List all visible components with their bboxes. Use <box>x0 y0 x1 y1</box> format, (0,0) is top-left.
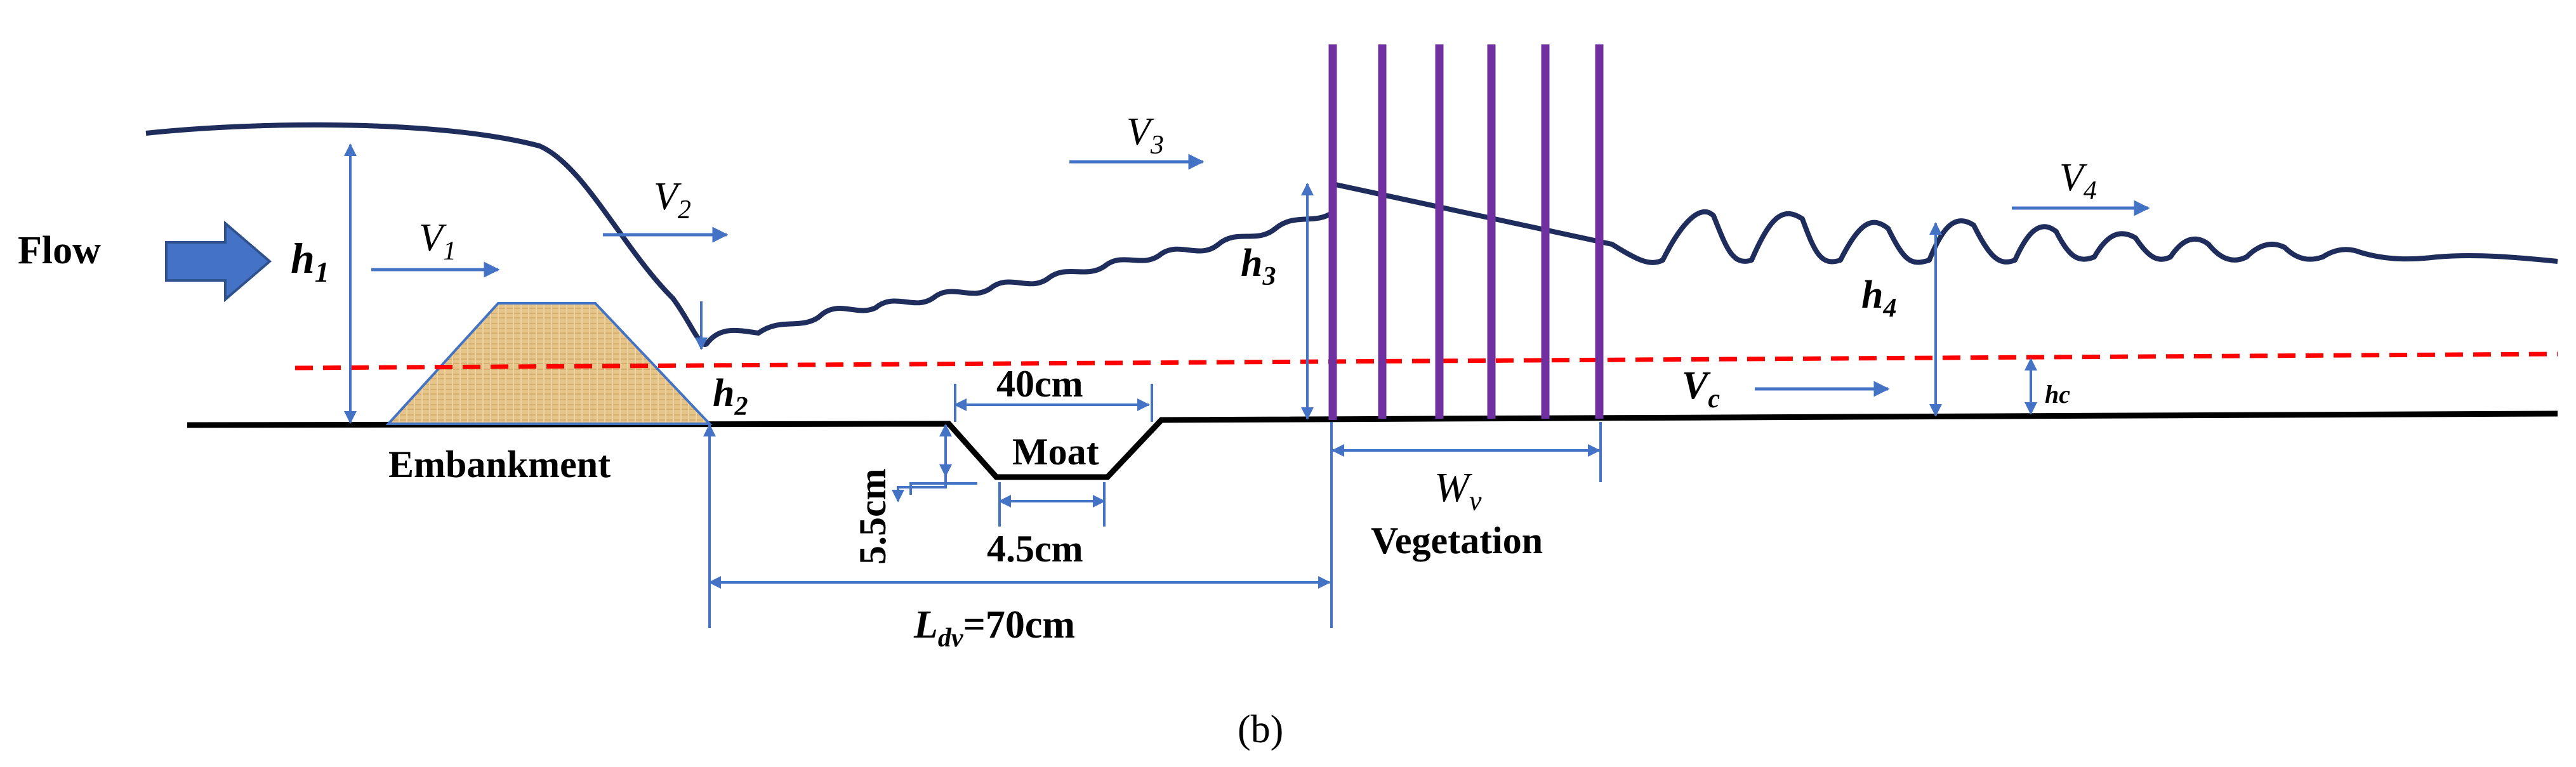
vegetation-label: Vegetation <box>1371 520 1543 561</box>
v3-label: V3 <box>1126 110 1164 160</box>
h4-label: h4 <box>1861 273 1896 323</box>
moat-top-width-label: 40cm <box>996 363 1083 405</box>
water-surface-line <box>145 122 2558 347</box>
h2-label: h2 <box>713 372 748 421</box>
moat-depth-leader <box>909 482 977 495</box>
v1-label: V1 <box>419 216 456 266</box>
v2-label: V2 <box>654 175 691 225</box>
moat-depth-leader-2 <box>892 476 947 502</box>
block-arrow-right-icon <box>165 220 272 303</box>
flow-label: Flow <box>18 229 101 272</box>
hc-label: hc <box>2045 380 2070 409</box>
figure-caption: (b) <box>1238 708 1283 751</box>
v4-label: V4 <box>2059 156 2097 206</box>
moat-label: Moat <box>1012 431 1099 473</box>
embankment-shape <box>385 302 713 425</box>
moat-bottom-width-label: 4.5cm <box>987 528 1083 570</box>
h3-label: h3 <box>1241 242 1276 291</box>
critical-depth-line <box>294 351 2558 370</box>
h1-label: h1 <box>291 234 329 288</box>
ldv-label: Ldv=70cm <box>913 603 1075 653</box>
ground-line <box>187 410 2558 480</box>
embankment-label: Embankment <box>388 443 611 485</box>
vegetation-stems <box>1328 44 1604 420</box>
moat-depth-label: 5.5cm <box>852 468 894 565</box>
wv-label: Wv <box>1434 464 1482 516</box>
vc-label: Vc <box>1682 364 1720 414</box>
